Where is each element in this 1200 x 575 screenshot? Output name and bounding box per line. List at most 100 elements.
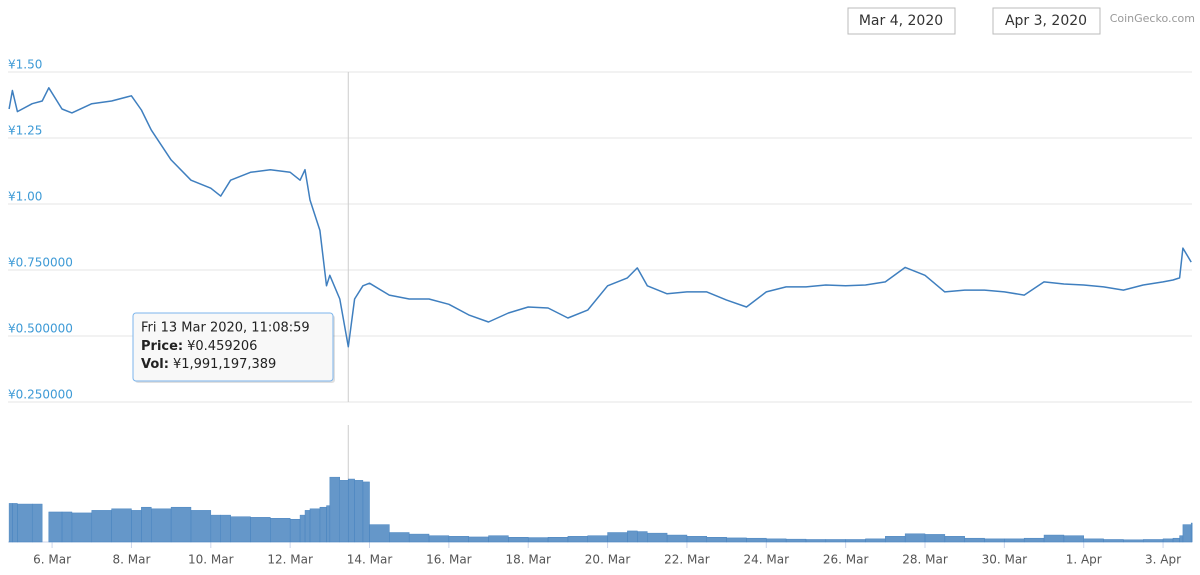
volume-bar — [362, 481, 370, 543]
y-tick-label: ¥0.250000 — [8, 388, 73, 402]
y-tick-label: ¥1.25 — [8, 124, 42, 138]
x-tick-label: 16. Mar — [426, 553, 472, 567]
volume-bar — [448, 536, 469, 543]
volume-bar — [17, 503, 33, 543]
x-tick-label: 6. Mar — [33, 553, 71, 567]
volume-bar — [805, 539, 827, 543]
date-to[interactable]: Apr 3, 2020 — [1005, 13, 1087, 29]
volume-bar — [1123, 539, 1144, 543]
volume-bar — [587, 535, 608, 543]
volume-bar — [354, 480, 364, 543]
volume-bar — [348, 478, 355, 543]
x-tick-label: 24. Mar — [744, 553, 790, 567]
volume-bar — [666, 534, 688, 543]
volume-bar — [190, 510, 212, 543]
volume-bar — [637, 531, 648, 543]
x-tick-label: 10. Mar — [188, 553, 234, 567]
volume-bar — [8, 503, 13, 543]
volume-bar — [111, 508, 132, 543]
x-tick-label: 1. Apr — [1066, 553, 1102, 567]
tooltip-line: Price: ¥0.459206 — [141, 339, 257, 354]
volume-bar — [944, 536, 965, 543]
x-tick-label: 20. Mar — [585, 553, 631, 567]
x-tick-label: 30. Mar — [982, 553, 1028, 567]
y-tick-label: ¥1.50 — [8, 58, 42, 72]
volume-bar — [131, 510, 142, 543]
tooltip-value: ¥1,991,197,389 — [173, 357, 276, 372]
source-credit[interactable]: CoinGecko.com — [1110, 12, 1195, 25]
volume-bar — [170, 506, 192, 543]
volume-bar — [964, 537, 985, 543]
volume-bar — [984, 538, 1005, 543]
volume-bar — [220, 514, 231, 543]
volume-bar — [845, 539, 866, 543]
volume-bar — [785, 538, 807, 543]
volume-bar — [527, 537, 549, 543]
volume-bar — [250, 517, 271, 543]
volume-bar — [91, 510, 112, 543]
date-from-box[interactable] — [847, 7, 956, 35]
tooltip-title: Fri 13 Mar 2020, 11:08:59 — [141, 321, 310, 336]
volume-bar — [825, 539, 846, 543]
volume-bar — [151, 508, 172, 543]
volume-bar — [270, 518, 291, 543]
x-tick-label: 12. Mar — [267, 553, 313, 567]
volume-bar — [326, 505, 331, 543]
x-tick-label: 14. Mar — [347, 553, 393, 567]
volume-bar — [746, 537, 767, 543]
y-tick-label: ¥0.750000 — [8, 256, 73, 270]
volume-bar — [1063, 535, 1084, 543]
volume-bar — [1103, 539, 1124, 543]
volume-bar — [924, 534, 946, 543]
volume-bar — [339, 480, 349, 543]
tooltip-value: ¥0.459206 — [187, 339, 257, 354]
volume-bar — [607, 532, 628, 543]
volume-bar — [885, 536, 906, 543]
volume-bar — [1043, 534, 1065, 543]
volume-bar — [230, 516, 251, 543]
tooltip-line: Vol: ¥1,991,197,389 — [141, 357, 276, 372]
volume-bar — [1190, 522, 1193, 543]
volume-bar — [61, 511, 73, 543]
volume-bar — [904, 533, 926, 543]
tooltip-label: Vol: — [141, 357, 169, 372]
volume-bar — [865, 538, 886, 543]
volume-bar — [627, 530, 638, 543]
volume-bar — [706, 537, 727, 543]
x-tick-label: 8. Mar — [112, 553, 150, 567]
x-tick-label: 3. Apr — [1145, 553, 1181, 567]
volume-bar — [1162, 538, 1174, 543]
x-tick-label: 18. Mar — [505, 553, 551, 567]
volume-bar — [12, 503, 18, 543]
x-tick-label: 22. Mar — [664, 553, 710, 567]
date-to-box[interactable] — [992, 7, 1101, 35]
date-from[interactable]: Mar 4, 2020 — [859, 13, 943, 29]
x-tick-label: 28. Mar — [902, 553, 948, 567]
volume-bar — [1179, 535, 1184, 543]
volume-bar — [468, 536, 489, 543]
volume-bar — [547, 537, 569, 543]
x-tick-label: 26. Mar — [823, 553, 869, 567]
price-line — [8, 87, 1192, 348]
volume-bar — [389, 532, 410, 543]
plot-area: ¥1.50 ¥1.25 ¥1.00 ¥0.750000 ¥0.500000 ¥0.2500… — [8, 58, 1193, 567]
volume-bar — [141, 506, 152, 543]
volume-bar — [309, 508, 321, 543]
volume-bar — [488, 535, 509, 543]
volume-bar — [567, 536, 588, 543]
volume-bar — [289, 518, 301, 543]
tooltip-label: Price: — [141, 339, 183, 354]
volume-bar — [71, 512, 93, 543]
volume-bar — [210, 514, 221, 543]
volume-bar — [319, 506, 327, 543]
volume-bar — [299, 514, 306, 543]
volume-bar — [647, 532, 668, 543]
y-tick-label: ¥0.500000 — [8, 322, 73, 336]
volume-bar — [48, 511, 63, 543]
tooltip: Fri 13 Mar 2020, 11:08:59 Price: ¥0.459206… — [132, 312, 335, 383]
volume-bar — [766, 538, 787, 543]
volume-bar — [508, 537, 529, 543]
volume-bar — [726, 537, 747, 543]
volume-bar — [1083, 538, 1104, 543]
volume-bar — [1142, 539, 1164, 543]
